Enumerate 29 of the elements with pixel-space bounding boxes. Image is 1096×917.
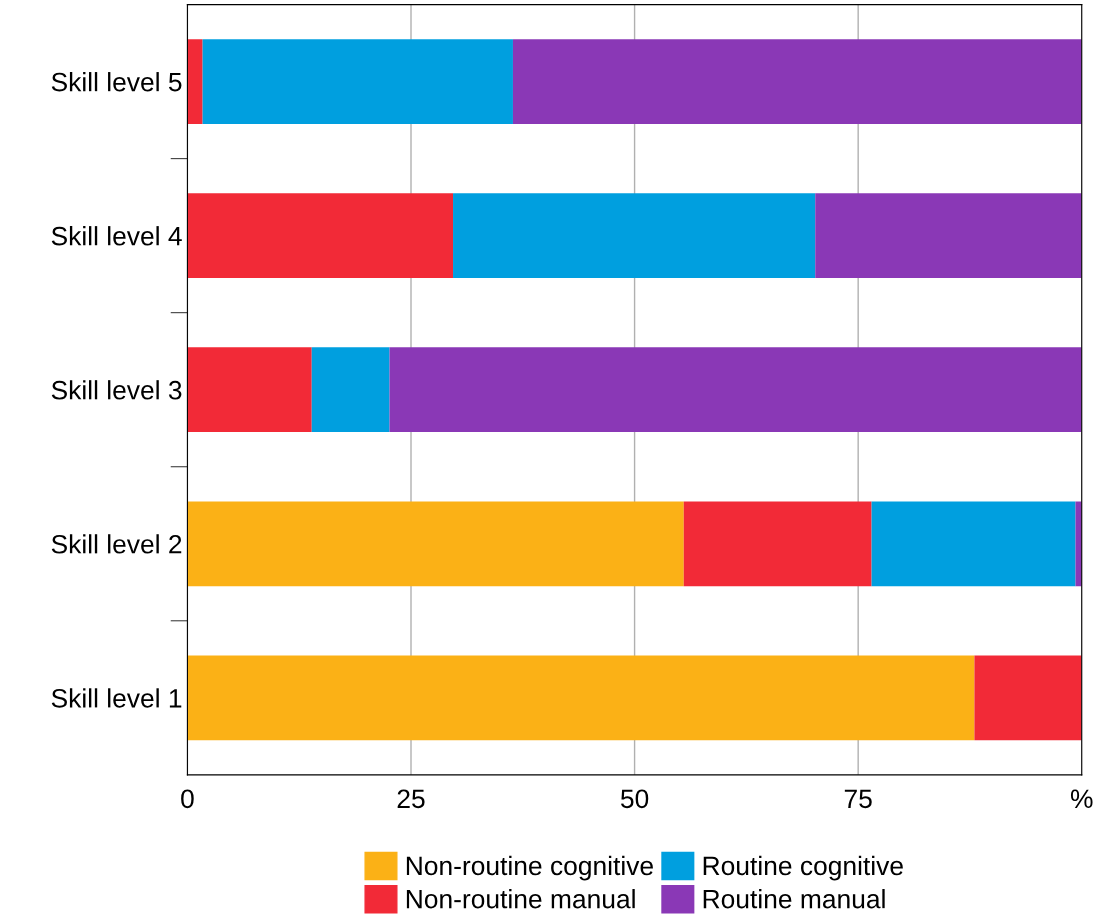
x-tick-label: 0 xyxy=(181,789,194,809)
y-tick-label: Skill level 3 xyxy=(51,380,182,400)
bar xyxy=(187,501,684,587)
y-tick-label: Skill level 4 xyxy=(51,226,182,246)
legend-label: Routine cognitive xyxy=(703,855,903,881)
x-tick-label: 50 xyxy=(620,789,649,809)
bar xyxy=(974,655,1082,741)
y-tick-label: Skill level 5 xyxy=(51,72,182,92)
bar xyxy=(187,347,312,433)
bar xyxy=(389,347,1082,433)
bar xyxy=(202,39,513,124)
bar xyxy=(512,39,1082,124)
bar xyxy=(453,193,816,279)
y-tick-label: Skill level 2 xyxy=(51,534,182,554)
legend-label: Non-routine cognitive xyxy=(406,855,653,881)
legend-label: Non-routine manual xyxy=(406,889,635,909)
bar xyxy=(311,347,390,433)
x-tick-label: 25 xyxy=(397,789,425,809)
y-tick-label: Skill level 1 xyxy=(51,688,182,708)
bar xyxy=(1075,501,1082,587)
x-tick-label: 75 xyxy=(844,789,872,809)
bar xyxy=(187,39,203,124)
bar xyxy=(187,655,975,741)
legend-label: Routine manual xyxy=(703,889,885,909)
bar xyxy=(871,501,1076,587)
bar xyxy=(187,193,454,279)
bar xyxy=(815,193,1082,279)
x-tick-label: % xyxy=(1070,789,1093,809)
bar xyxy=(683,501,872,587)
